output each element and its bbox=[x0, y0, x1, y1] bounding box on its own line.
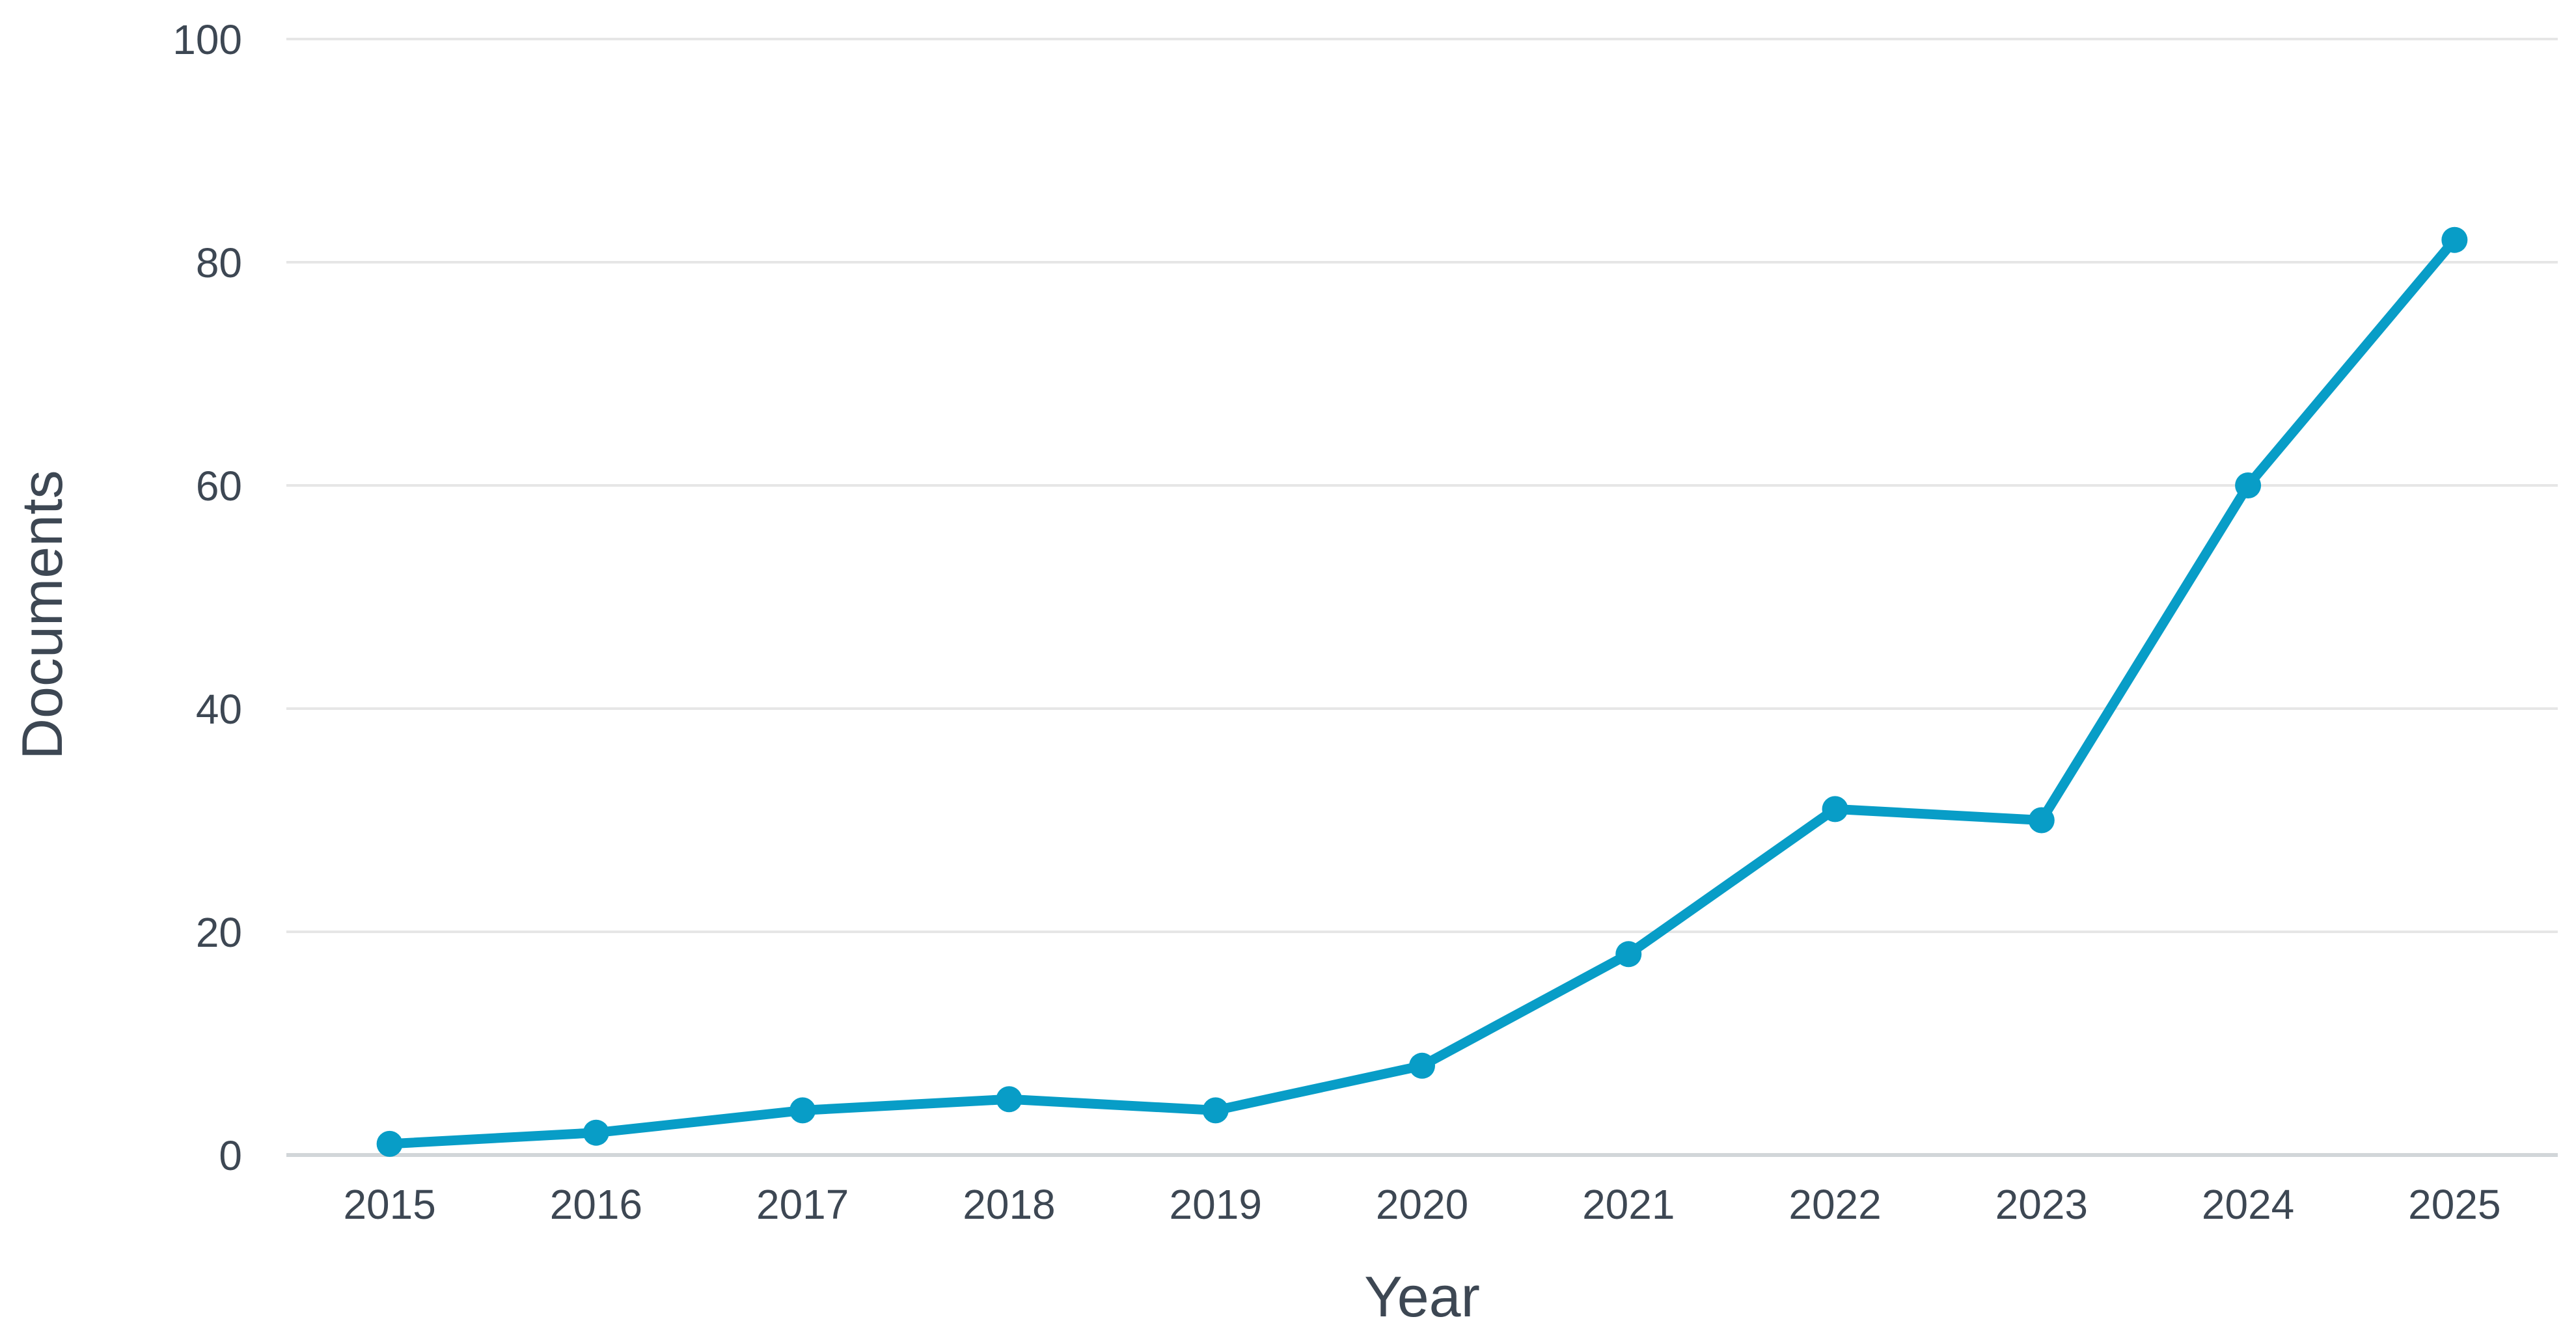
series-line bbox=[385, 235, 2460, 1149]
y-axis-title: Documents bbox=[10, 470, 74, 759]
x-axis-title: Year bbox=[1364, 1264, 1480, 1329]
x-tick-label: 2022 bbox=[1788, 1181, 1881, 1228]
grid-layer bbox=[286, 38, 2558, 1157]
x-tick-label: 2019 bbox=[1170, 1181, 1262, 1228]
data-point-marker[interactable] bbox=[1615, 941, 1642, 968]
y-tick-label: 20 bbox=[196, 909, 242, 956]
data-point-marker[interactable] bbox=[1202, 1097, 1229, 1124]
x-tick-label: 2015 bbox=[343, 1181, 435, 1228]
y-tick-label: 100 bbox=[172, 16, 242, 63]
data-point-marker[interactable] bbox=[1822, 796, 1848, 822]
series-layer bbox=[376, 226, 2468, 1157]
x-tick-label: 2020 bbox=[1376, 1181, 1468, 1228]
x-tick-label: 2024 bbox=[2202, 1181, 2294, 1228]
x-tick-label: 2021 bbox=[1582, 1181, 1675, 1228]
x-tick-label: 2023 bbox=[1995, 1181, 2088, 1228]
data-point-marker[interactable] bbox=[996, 1086, 1022, 1113]
x-tick-label: 2017 bbox=[756, 1181, 849, 1228]
y-tick-label: 40 bbox=[196, 686, 242, 733]
y-tick-label: 60 bbox=[196, 463, 242, 510]
y-tick-label: 0 bbox=[219, 1132, 242, 1179]
label-layer: 0 20 40 60 80 100 2015 2016 2017 2018 2019 2020 2021… bbox=[172, 16, 2501, 1228]
x-tick-label: 2025 bbox=[2408, 1181, 2501, 1228]
data-point-marker[interactable] bbox=[2235, 472, 2262, 498]
data-point-marker[interactable] bbox=[789, 1097, 816, 1124]
y-tick-label: 80 bbox=[196, 239, 242, 286]
data-point-marker[interactable] bbox=[2441, 226, 2468, 253]
data-point-marker[interactable] bbox=[582, 1119, 609, 1146]
x-tick-label: 2016 bbox=[550, 1181, 642, 1228]
x-tick-label: 2018 bbox=[963, 1181, 1055, 1228]
data-point-marker[interactable] bbox=[2028, 807, 2055, 834]
data-point-marker[interactable] bbox=[1409, 1052, 1435, 1079]
data-point-marker[interactable] bbox=[376, 1130, 403, 1157]
